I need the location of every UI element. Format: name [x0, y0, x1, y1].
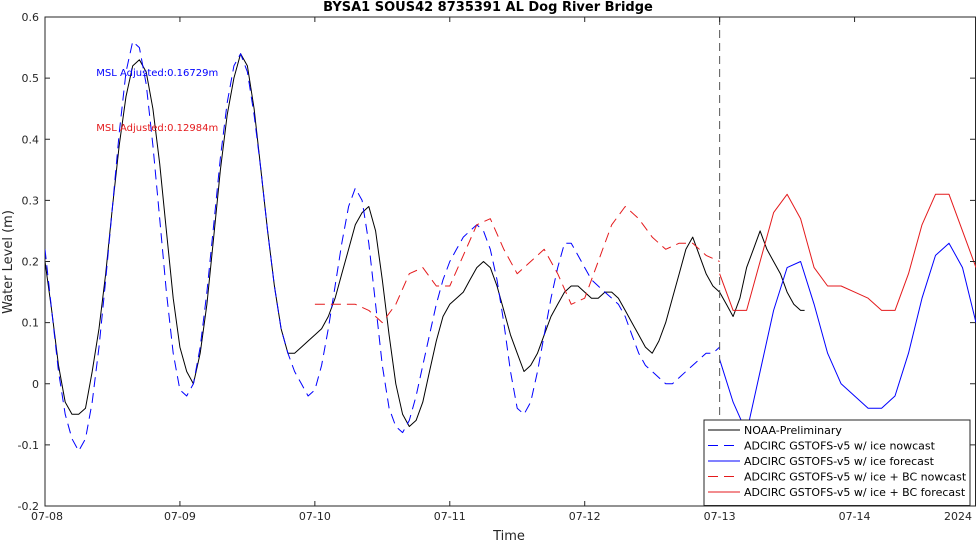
y-tick-label: 0 [32, 378, 39, 391]
x-tick-label: 07-13 [704, 510, 736, 523]
series-line-5 [719, 193, 976, 311]
series-line-1 [45, 53, 805, 427]
legend-entry: NOAA-Preliminary [744, 424, 842, 437]
legend-box [703, 419, 971, 506]
legend: NOAA-Preliminary ADCIRC GSTOFS-v5 w/ ice … [703, 419, 971, 506]
y-axis-title: Water Level (m) [1, 210, 16, 314]
y-tick-label: -0.1 [18, 439, 39, 452]
series-line-3 [719, 242, 976, 434]
x-tick-label: 07-11 [434, 510, 466, 523]
msl-annotation: MSL Adjusted:0.12984m [96, 123, 218, 134]
y-tick-label: 0.1 [22, 317, 40, 330]
x-tick-label: 2024 [944, 510, 972, 523]
legend-entry: ADCIRC GSTOFS-v5 w/ ice nowcast [744, 440, 936, 453]
x-axis-title: Time [492, 529, 525, 541]
x-tick-label: 07-08 [31, 510, 63, 523]
y-tick-label: 0.4 [22, 133, 40, 146]
y-tick-label: -0.2 [18, 500, 39, 513]
y-tick-label: 0.3 [22, 194, 40, 207]
y-tick-label: 0.5 [22, 72, 40, 85]
msl-annotation: MSL Adjusted:0.16729m [96, 68, 218, 79]
series-line-4 [314, 206, 720, 324]
y-tick-label: 0.2 [22, 256, 40, 269]
legend-entry: ADCIRC GSTOFS-v5 w/ ice forecast [744, 455, 935, 468]
x-tick-label: 07-09 [164, 510, 196, 523]
legend-entry: ADCIRC GSTOFS-v5 w/ ice + BC forecast [744, 486, 966, 499]
legend-entry: ADCIRC GSTOFS-v5 w/ ice + BC nowcast [744, 471, 967, 484]
x-tick-label: 07-12 [569, 510, 601, 523]
x-tick-label: 07-10 [299, 510, 331, 523]
y-tick-label: 0.6 [22, 11, 40, 24]
x-tick-label: 07-14 [839, 510, 871, 523]
series-line-2 [45, 41, 720, 452]
chart-title: BYSA1 SOUS42 8735391 AL Dog River Bridge [323, 0, 653, 15]
